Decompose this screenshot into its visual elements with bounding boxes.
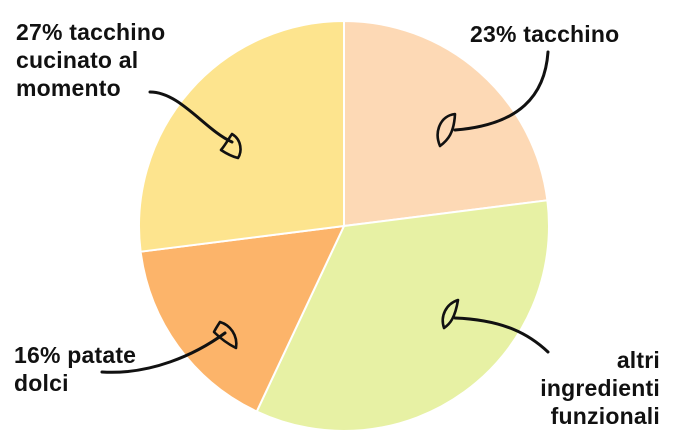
- arrow-tacchino: [436, 50, 550, 148]
- slice-tacchino-cucinato: [138, 19, 345, 253]
- arrow-tacchino-cucinato: [148, 90, 242, 160]
- slice-tacchino: [343, 19, 549, 228]
- slice-label-patate-dolci: 16% patate dolci: [14, 342, 137, 396]
- slice-patate-dolci: [139, 224, 346, 413]
- slice-label-tacchino: 23% tacchino: [470, 21, 620, 47]
- slice-label-tacchino-cucinato: 27% tacchino cucinato al momento: [16, 19, 166, 101]
- slice-label-altri-ingredienti: altri ingredienti funzionali: [540, 347, 660, 429]
- arrow-patate-dolci: [100, 320, 238, 374]
- arrow-altri-ingredienti: [441, 298, 550, 354]
